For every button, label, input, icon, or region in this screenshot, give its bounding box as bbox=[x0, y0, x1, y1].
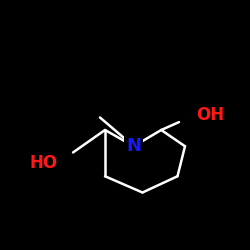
Text: N: N bbox=[126, 137, 141, 155]
Text: OH: OH bbox=[196, 106, 224, 124]
Text: HO: HO bbox=[29, 154, 58, 172]
